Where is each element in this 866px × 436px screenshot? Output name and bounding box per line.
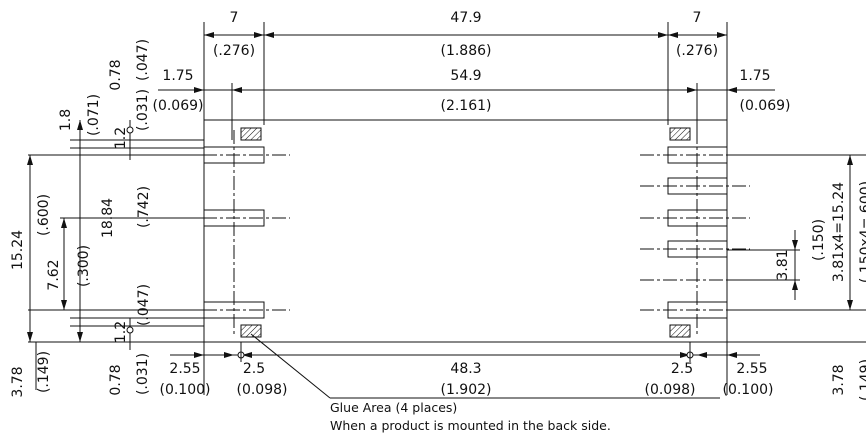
right-pins (640, 130, 750, 335)
left-pins (180, 130, 290, 335)
glue-leader (250, 333, 720, 399)
dim-right-3-81-inch: (.150) (811, 219, 827, 261)
dim-bottom-left-2-55-mm: 2.55 (169, 361, 200, 377)
dim-left-bottom-0-78-inch: (.031) (135, 353, 151, 395)
dim-left-1-8-inch: (.071) (86, 94, 102, 136)
dim-left-7-62-mm: 7.62 (46, 259, 62, 290)
dim-top-left-pad-mm: 7 (230, 10, 239, 26)
dim-left-0-78-inch: (.031) (135, 89, 151, 131)
mount-note: When a product is mounted in the back si… (330, 418, 611, 433)
dim-bottom-right-2-55-inch: (0.100) (722, 382, 773, 398)
glue-area-note: Glue Area (4 places) (330, 400, 457, 415)
dim-left-15-24-inch: (.600) (36, 194, 52, 236)
bottom-dimension-lines (170, 342, 760, 362)
dim-left-1-2-mm: 1.2 (113, 127, 129, 149)
dim-top-right-pad-inch: (.276) (676, 43, 718, 59)
dim-right-3-78-inch: (.149) (858, 359, 866, 401)
dim-left-bottom-1-2-inch: (.047) (136, 284, 152, 326)
glue-area-mark (240, 127, 262, 141)
glue-area-mark (669, 324, 691, 338)
dim-bottom-right-2-5-inch: (0.098) (644, 382, 695, 398)
dim-left-18-84-inch: (.742) (136, 186, 152, 228)
dim-upper-left-offset-inch: (0.069) (152, 98, 203, 114)
dim-bottom-left-2-55-inch: (0.100) (159, 382, 210, 398)
dim-bottom-left-2-5-mm: 2.5 (243, 361, 265, 377)
dim-left-15-24-mm: 15.24 (10, 230, 26, 270)
right-dimension-lines (792, 155, 853, 310)
dim-top-span-mm: 47.9 (450, 10, 481, 26)
top-dimension-lines (158, 32, 775, 93)
dim-left-1-2-inch: (.047) (135, 39, 151, 81)
dim-top-right-pad-mm: 7 (693, 10, 702, 26)
dim-upper-right-offset-inch: (0.069) (739, 98, 790, 114)
dim-left-0-78-mm: 0.78 (108, 59, 124, 90)
dim-left-bottom-0-78-mm: 0.78 (108, 364, 124, 395)
dim-right-pitch-mm: 3.81x4=15.24 (831, 182, 847, 282)
dim-upper-left-offset-mm: 1.75 (162, 68, 193, 84)
dim-upper-span-inch: (2.161) (440, 98, 491, 114)
dim-top-left-pad-inch: (.276) (213, 43, 255, 59)
dim-right-pitch-inch: (.150x4=.600) (858, 181, 866, 283)
dim-upper-span-mm: 54.9 (450, 68, 481, 84)
glue-area-mark (669, 127, 691, 141)
dim-right-3-81-mm: 3.81 (775, 249, 791, 280)
dim-top-span-inch: (1.886) (440, 43, 491, 59)
dim-bottom-right-2-55-mm: 2.55 (736, 361, 767, 377)
glue-areas (240, 127, 691, 338)
glue-area-mark (240, 324, 262, 338)
dim-bottom-span-inch: (1.902) (440, 382, 491, 398)
dim-left-3-78-mm: 3.78 (10, 366, 26, 397)
dim-left-7-62-inch: (.300) (76, 245, 92, 287)
dim-bottom-left-2-5-inch: (0.098) (236, 382, 287, 398)
horizontal-extension-lines (28, 139, 866, 343)
body-outline (203, 22, 728, 395)
dim-bottom-span-mm: 48.3 (450, 361, 481, 377)
dim-left-bottom-1-2-mm: 1.2 (113, 321, 129, 343)
left-dimension-lines (27, 120, 134, 390)
dim-left-3-78-inch: (.149) (36, 351, 52, 393)
dim-upper-right-offset-mm: 1.75 (739, 68, 770, 84)
dim-bottom-right-2-5-mm: 2.5 (671, 361, 693, 377)
dim-right-3-78-mm: 3.78 (831, 364, 847, 395)
dim-left-1-8-mm: 1.8 (58, 109, 74, 131)
dim-left-18-84-mm: 18.84 (100, 198, 116, 238)
